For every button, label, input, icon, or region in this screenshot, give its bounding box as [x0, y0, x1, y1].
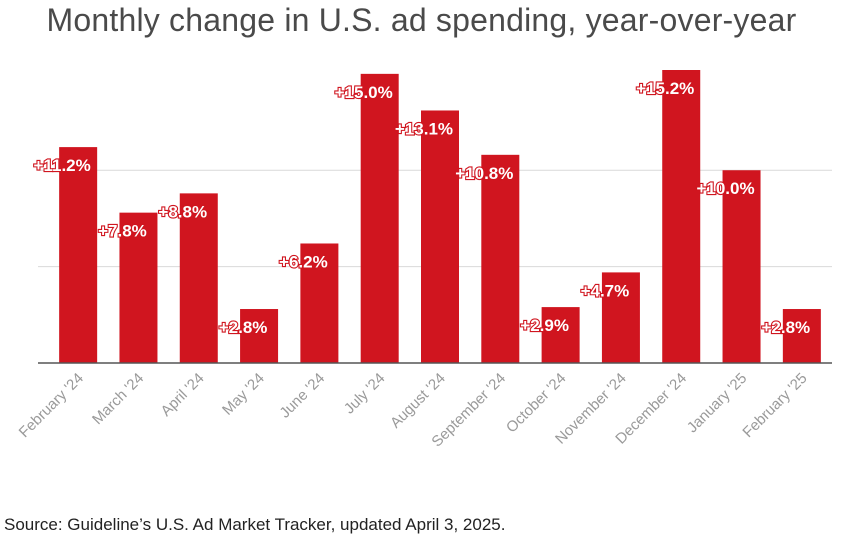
- bar: [601, 272, 640, 363]
- x-tick-label: May '24: [219, 370, 268, 419]
- data-label: +13.1%: [395, 119, 453, 138]
- source-note: Source: Guideline’s U.S. Ad Market Track…: [4, 515, 506, 534]
- x-tick-label: October '24: [503, 370, 570, 437]
- x-tick-labels: February '24 March '24 April '24 May '24 Jun…: [16, 370, 811, 451]
- data-label: +11.2%: [34, 156, 91, 175]
- data-label: +7.8%: [98, 222, 147, 241]
- data-label: +15.2%: [636, 79, 694, 98]
- x-tick-label: February '25: [739, 370, 810, 441]
- data-label: +10.0%: [696, 179, 754, 198]
- bar: [300, 243, 339, 363]
- bar: [541, 307, 580, 363]
- chart-title: Monthly change in U.S. ad spending, year…: [46, 2, 797, 38]
- bar: [360, 73, 399, 364]
- data-label: +2.8%: [762, 318, 811, 337]
- x-tick-label: January '25: [684, 370, 751, 437]
- bar: [179, 193, 218, 363]
- bar: [59, 147, 98, 363]
- x-tick-label: June '24: [276, 370, 328, 422]
- data-label: +2.8%: [219, 318, 268, 337]
- bar: [240, 309, 279, 363]
- x-tick-label: February '24: [16, 370, 87, 441]
- bar: [782, 309, 821, 363]
- data-label: +4.7%: [581, 281, 630, 300]
- data-label: +15.0%: [335, 83, 393, 102]
- bar: [421, 110, 459, 364]
- x-tick-label: April '24: [158, 370, 208, 420]
- bar: [481, 154, 520, 363]
- data-labels: +11.2% +7.8% +8.8% +2.8% +6.2% +15.0%+13.1% +1…: [32, 78, 811, 338]
- x-tick-label: July '24: [341, 370, 389, 418]
- data-label: +10.8%: [455, 164, 513, 183]
- x-tick-label: March '24: [89, 370, 147, 428]
- bars: [59, 70, 821, 364]
- bar: [119, 212, 158, 363]
- data-label: +8.8%: [158, 202, 207, 221]
- bar: [662, 70, 701, 363]
- x-tick-label: August '24: [387, 370, 449, 432]
- bar: [722, 170, 761, 363]
- data-label: +2.9%: [520, 316, 569, 335]
- data-label: +6.2%: [279, 252, 328, 271]
